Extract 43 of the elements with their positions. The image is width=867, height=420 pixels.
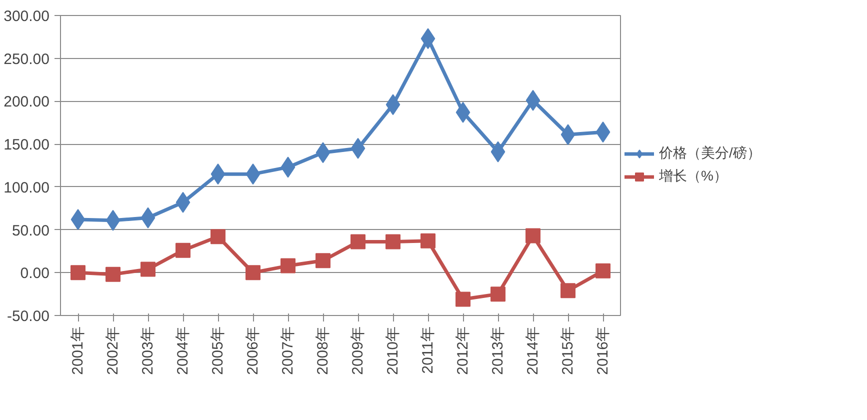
point: [106, 266, 120, 282]
x-tick-label: 2006年: [244, 326, 262, 375]
y-tick-label: 0.00: [20, 265, 50, 282]
point: [316, 253, 330, 268]
point: [596, 263, 610, 278]
x-tick-label: 2005年: [210, 326, 226, 375]
point: [140, 262, 156, 277]
y-tick-label: 250.00: [4, 50, 50, 68]
x-tick-label: 2008年: [314, 326, 332, 375]
point: [246, 265, 260, 280]
y-tick-label: 50.00: [12, 222, 50, 240]
x-tick-label: 2010年: [384, 326, 402, 375]
y-tick-label: 300.00: [4, 8, 50, 25]
point: [210, 229, 226, 244]
point: [70, 265, 86, 280]
point: [280, 258, 296, 274]
x-tick-label: 2014年: [524, 326, 542, 375]
y-tick-label: 150.00: [4, 136, 50, 154]
x-tick-label: 2012年: [454, 326, 472, 375]
x-tick-label: 2009年: [350, 326, 366, 375]
point: [560, 283, 576, 298]
y-tick-label: -50.00: [6, 308, 50, 325]
x-tick-label: 2004年: [174, 326, 192, 375]
y-tick-label: 200.00: [4, 94, 50, 111]
x-tick-label: 2013年: [490, 326, 506, 375]
x-tick-label: 2003年: [140, 326, 156, 375]
x-tick-label: 2001年: [70, 326, 86, 375]
legend-label: 增长（%）: [659, 168, 728, 186]
legend-label: 价格（美分/磅）: [659, 144, 761, 162]
point: [70, 209, 86, 230]
x-tick-label: 2011年: [420, 326, 436, 374]
point: [350, 234, 366, 250]
x-tick-label: 2016年: [594, 326, 612, 375]
x-tick-label: 2007年: [280, 326, 296, 375]
point: [386, 234, 400, 250]
x-tick-label: 2015年: [560, 326, 576, 375]
point: [176, 242, 190, 258]
point: [420, 233, 436, 248]
point: [456, 292, 470, 307]
x-tick-label: 2002年: [104, 326, 122, 375]
point: [490, 286, 506, 302]
point: [526, 228, 540, 244]
y-tick-label: 100.00: [4, 179, 50, 196]
